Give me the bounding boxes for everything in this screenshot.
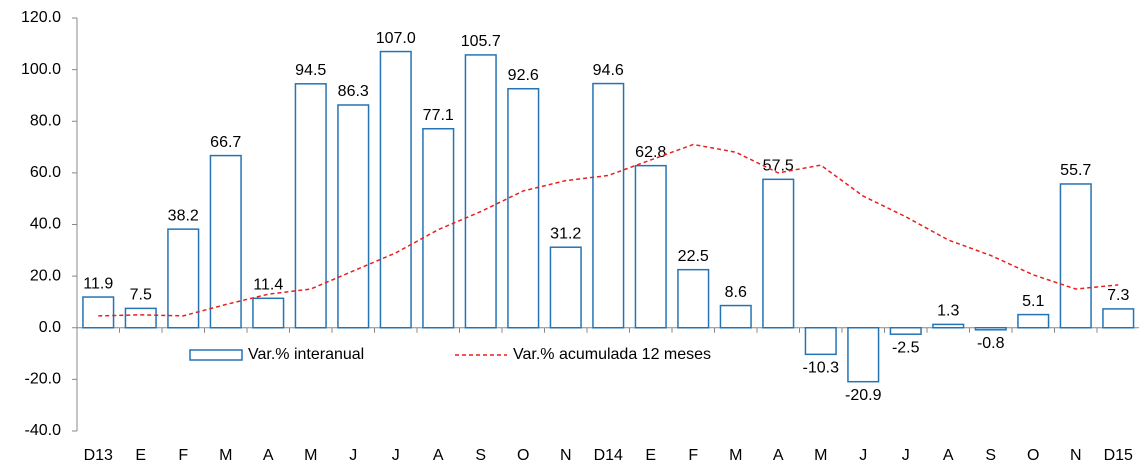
x-tick-label: O: [517, 447, 529, 464]
x-tick-label: D13: [84, 447, 113, 464]
data-label: 55.7: [1060, 162, 1091, 179]
bar: [932, 323, 965, 329]
data-label: 7.3: [1107, 287, 1129, 304]
x-tick-label: M: [729, 447, 742, 464]
x-tick-label: F: [178, 447, 188, 464]
y-tick-label: -20.0: [25, 371, 62, 388]
data-label: 1.3: [937, 303, 959, 320]
data-label: -10.3: [803, 360, 840, 377]
x-tick-label: N: [1070, 447, 1082, 464]
data-label: 107.0: [376, 30, 416, 47]
data-label: 22.5: [678, 248, 709, 265]
y-tick-label: 120.0: [21, 9, 61, 26]
bar: [847, 327, 880, 383]
y-tick-label: -40.0: [25, 422, 62, 439]
bar: [1017, 313, 1050, 329]
x-tick-label: A: [773, 447, 784, 464]
bar: [294, 83, 327, 329]
x-tick-label: J: [859, 447, 867, 464]
legend-label: Var.% acumulada 12 meses: [513, 346, 711, 363]
bar: [82, 296, 115, 329]
x-tick-label: E: [135, 447, 146, 464]
y-tick-label: 80.0: [30, 112, 61, 129]
bar: [124, 307, 157, 329]
x-tick-label: N: [560, 447, 572, 464]
data-label: 86.3: [338, 83, 369, 100]
bar: [974, 327, 1007, 331]
x-tick-label: S: [475, 447, 486, 464]
x-tick-label: J: [349, 447, 357, 464]
bar: [719, 304, 752, 329]
bar: [592, 82, 625, 329]
data-label: 94.5: [295, 62, 326, 79]
y-tick-label: 60.0: [30, 164, 61, 181]
legend-swatch: [189, 349, 243, 361]
x-tick-label: A: [943, 447, 954, 464]
data-label: 77.1: [423, 107, 454, 124]
data-label: 8.6: [725, 284, 747, 301]
bar: [252, 297, 285, 329]
bar: [634, 164, 667, 329]
bar: [209, 154, 242, 329]
legend-label: Var.% interanual: [248, 346, 364, 363]
bar: [167, 228, 200, 329]
x-tick-label: A: [263, 447, 274, 464]
bar: [379, 50, 412, 329]
data-label: -2.5: [892, 339, 920, 356]
data-label: 31.2: [550, 225, 581, 242]
data-label: 7.5: [130, 287, 152, 304]
x-tick-label: M: [814, 447, 827, 464]
data-label: 11.9: [83, 275, 113, 292]
x-tick-label: J: [902, 447, 910, 464]
y-tick-label: 0.0: [39, 319, 61, 336]
data-label: 66.7: [210, 134, 241, 151]
x-tick-label: J: [392, 447, 400, 464]
y-tick-label: 40.0: [30, 216, 61, 233]
data-label: 5.1: [1022, 293, 1044, 310]
x-tick-label: A: [433, 447, 444, 464]
y-tick-label: 100.0: [21, 61, 61, 78]
bar: [549, 246, 582, 329]
bar: [804, 327, 837, 356]
bar: [337, 104, 370, 329]
x-tick-label: D15: [1104, 447, 1133, 464]
data-label: 11.4: [253, 277, 283, 294]
x-tick-label: E: [645, 447, 656, 464]
x-tick-label: F: [688, 447, 698, 464]
x-tick-label: O: [1027, 447, 1039, 464]
bar: [762, 178, 795, 329]
data-label: 94.6: [593, 62, 624, 79]
bar: [677, 268, 710, 329]
data-label: 92.6: [508, 67, 539, 84]
bar: [464, 54, 497, 329]
data-label: 57.5: [763, 158, 794, 175]
data-label: 38.2: [168, 207, 199, 224]
bar: [1102, 308, 1135, 329]
x-tick-label: D14: [594, 447, 623, 464]
bar: [507, 87, 540, 329]
x-tick-label: M: [219, 447, 232, 464]
data-label: 62.8: [635, 144, 666, 161]
x-tick-label: S: [985, 447, 996, 464]
bar: [1059, 183, 1092, 329]
bar: [422, 127, 455, 329]
bar: [889, 327, 922, 335]
y-tick-label: 20.0: [30, 267, 61, 284]
data-label: 105.7: [461, 33, 501, 50]
x-tick-label: M: [304, 447, 317, 464]
data-label: -20.9: [845, 387, 882, 404]
data-label: -0.8: [977, 335, 1005, 352]
